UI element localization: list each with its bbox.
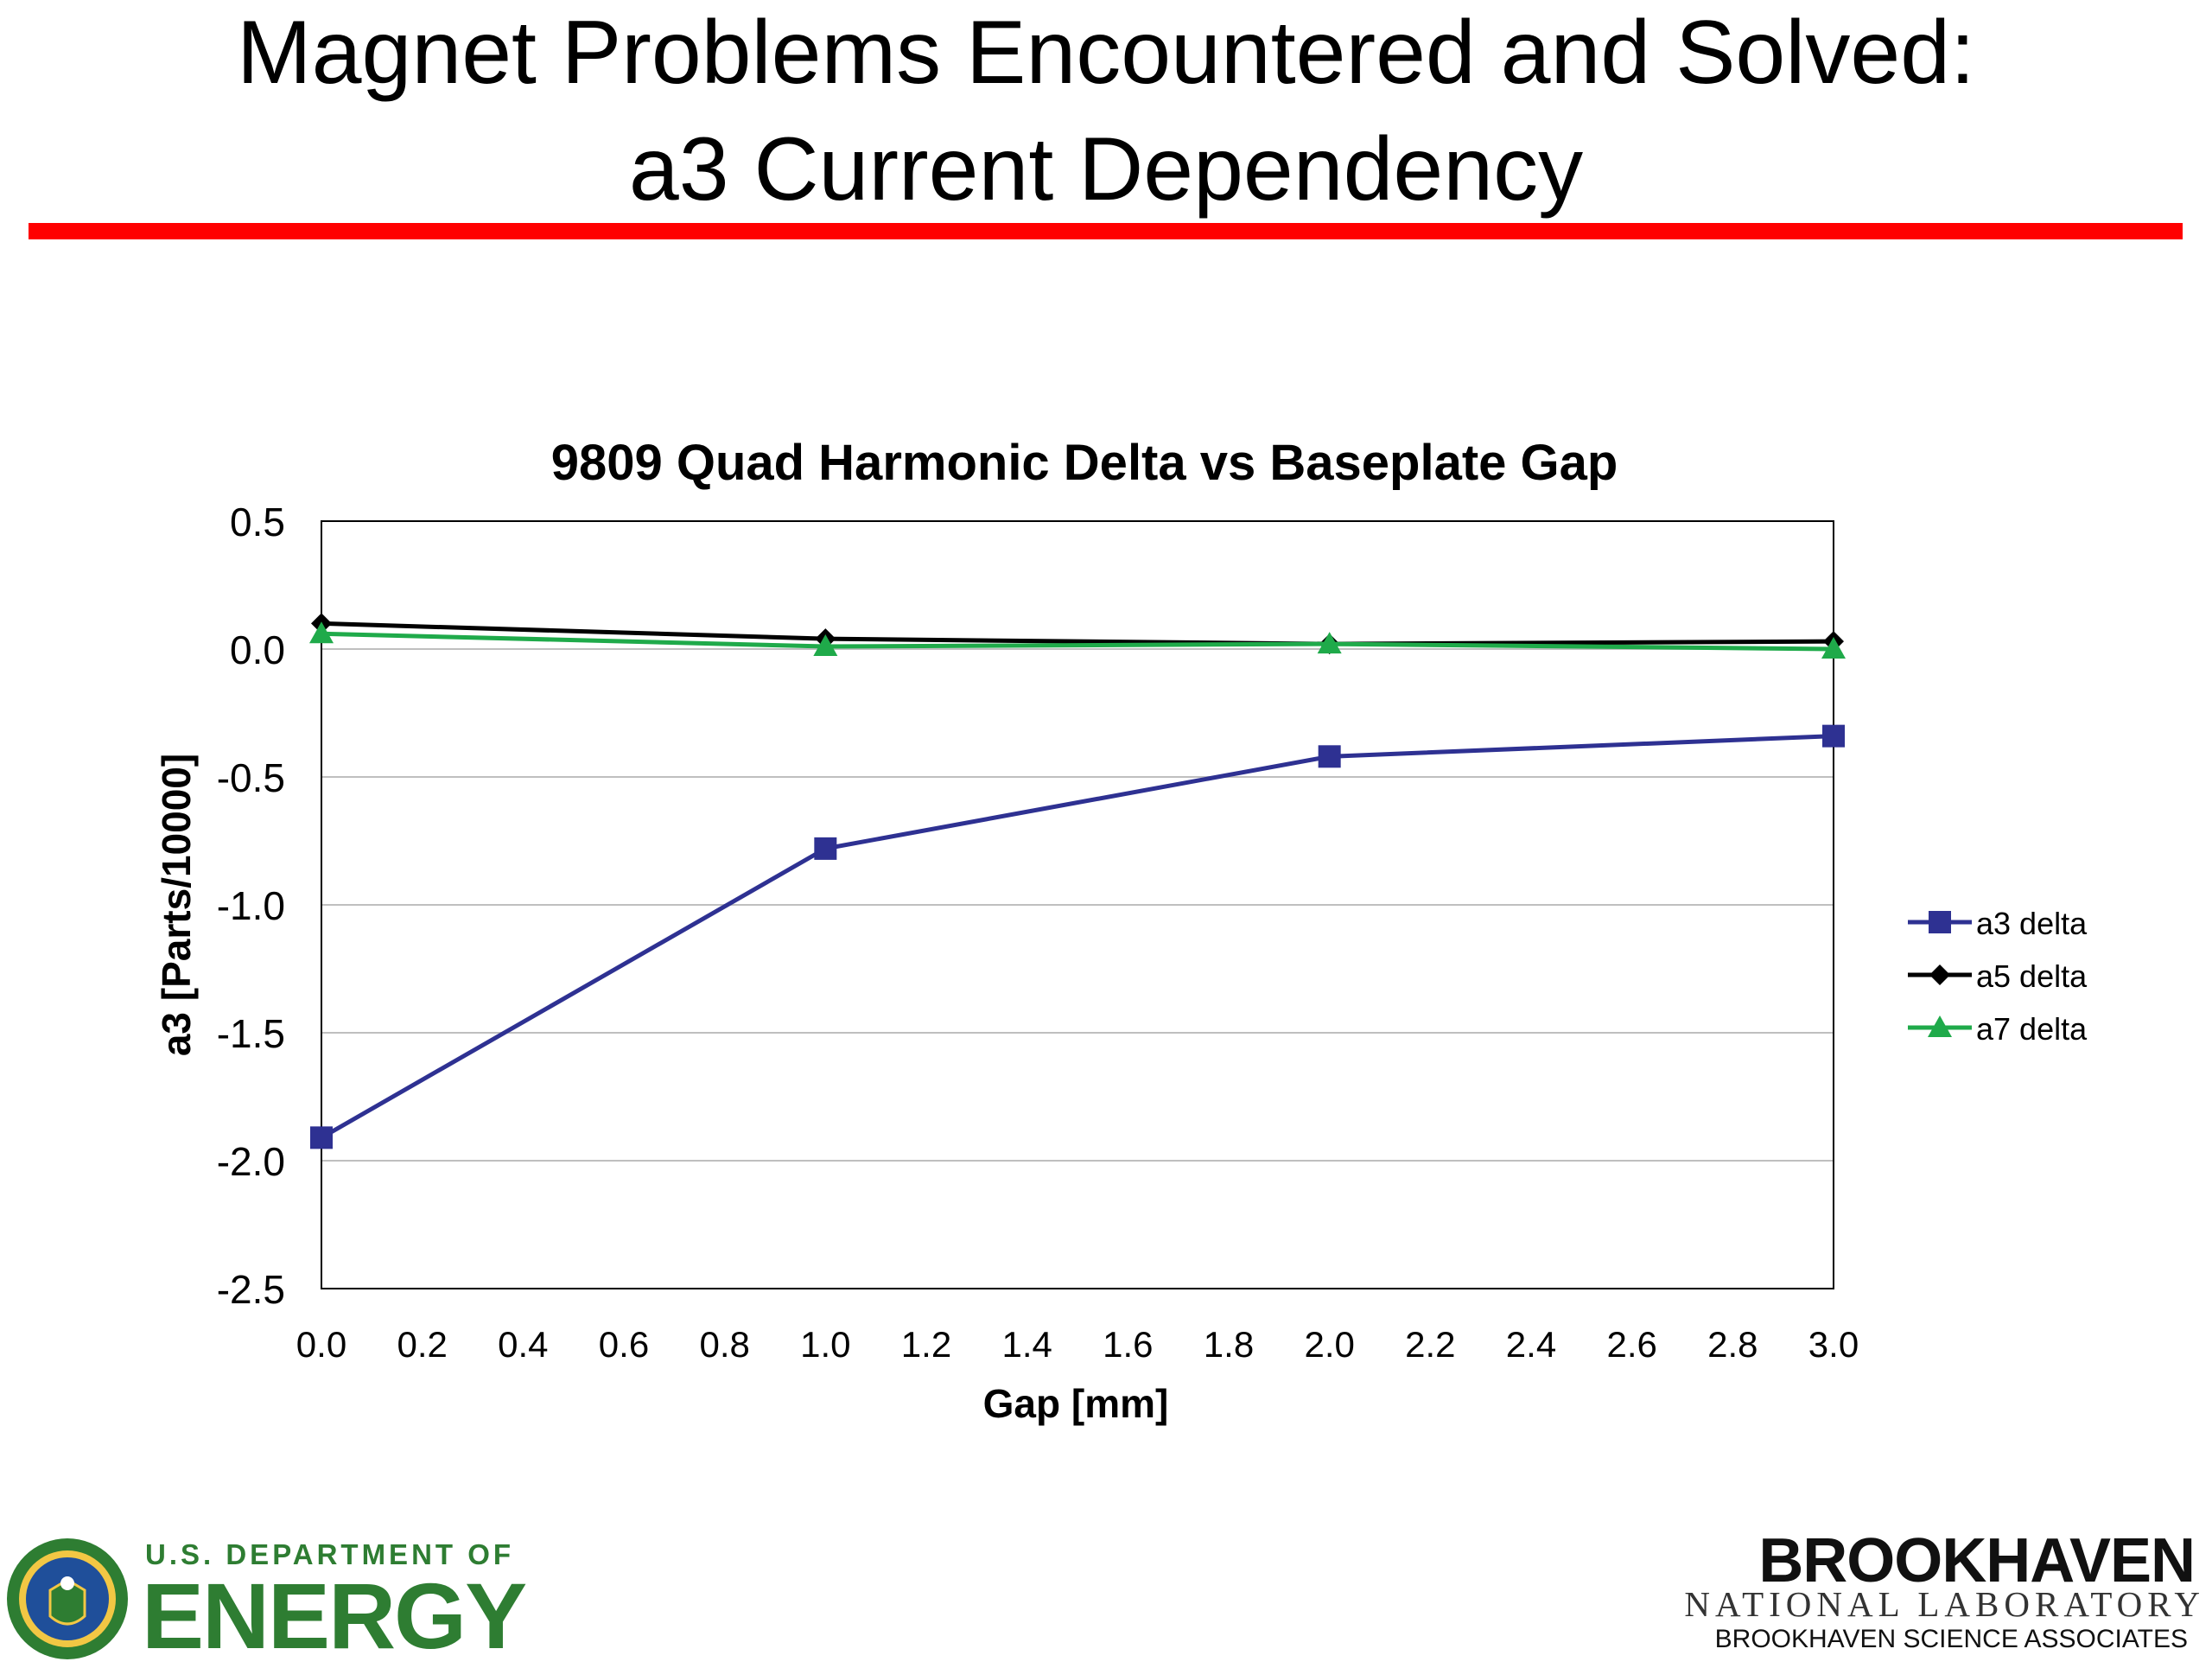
doe-heading: U.S. DEPARTMENT OF: [145, 1538, 515, 1570]
data-point-a7-delta: [1821, 637, 1846, 659]
data-point-a3-delta: [814, 837, 837, 860]
x-tick-label: 2.6: [1606, 1324, 1656, 1365]
data-point-a7-delta: [813, 634, 838, 657]
series: [309, 613, 1846, 1149]
y-tick-label: -1.0: [217, 883, 285, 928]
bnl-associates: BROOKHAVEN SCIENCE ASSOCIATES: [1714, 1625, 2188, 1653]
x-tick-label: 2.2: [1405, 1324, 1455, 1365]
data-point-a7-delta: [309, 621, 334, 644]
plot-area: [321, 520, 1834, 1289]
x-tick-label: 3.0: [1808, 1324, 1859, 1365]
x-tick-label: 1.8: [1204, 1324, 1254, 1365]
legend-marker-a5-delta: [1929, 965, 1950, 985]
y-tick-label: 0.5: [230, 500, 285, 544]
x-tick-labels: 0.0 0.2 0.4 0.6 0.8 1.0 1.2 1.4 1.6 1.8 2.0 2.2 2.4 2…: [296, 1324, 1859, 1365]
legend-label-a3-delta: a3 delta: [1976, 906, 2088, 941]
x-tick-label: 2.4: [1506, 1324, 1556, 1365]
x-tick-label: 1.0: [800, 1324, 850, 1365]
data-point-a7-delta: [1317, 632, 1342, 654]
y-tick-label: -2.0: [217, 1139, 285, 1184]
y-tick-label: -0.5: [217, 755, 285, 800]
x-tick-label: 0.2: [397, 1324, 447, 1365]
slide-title: Magnet Problems Encountered and Solved: …: [0, 0, 2212, 228]
y-tick-label: -2.5: [217, 1267, 285, 1312]
x-tick-label: 1.6: [1103, 1324, 1153, 1365]
legend: a3 delta a5 delta a7 delta: [1908, 906, 2088, 1047]
bnl-wordmark: BROOKHAVEN: [1758, 1526, 2196, 1595]
y-axis-label: a3 [Parts/10000]: [154, 754, 199, 1056]
y-tick-labels: 0.5 0.0 -0.5 -1.0 -1.5 -2.0 -2.5: [217, 500, 285, 1312]
x-axis-label: Gap [mm]: [983, 1381, 1169, 1426]
title-underline: [29, 223, 2183, 239]
legend-marker-a7-delta: [1928, 1015, 1952, 1037]
data-point-a3-delta: [310, 1126, 333, 1149]
y-tick-label: -1.5: [217, 1011, 285, 1056]
x-tick-label: 2.0: [1304, 1324, 1354, 1365]
x-tick-label: 1.4: [1001, 1324, 1052, 1365]
doe-wordmark: ENERGY: [142, 1563, 527, 1668]
gridlines: [321, 648, 1834, 1162]
chart-title: 9809 Quad Harmonic Delta vs Baseplate Ga…: [551, 435, 1618, 491]
chart: 9809 Quad Harmonic Delta vs Baseplate Ga…: [154, 435, 2088, 1426]
legend-marker-a3-delta: [1929, 911, 1951, 933]
x-tick-label: 0.8: [699, 1324, 749, 1365]
bnl-subtitle: NATIONAL LABORATORY: [1684, 1584, 2205, 1624]
x-tick-label: 0.4: [498, 1324, 548, 1365]
legend-label-a7-delta: a7 delta: [1976, 1011, 2088, 1047]
series-line-a5-delta: [321, 621, 1834, 646]
slide-title-line2: a3 Current Dependency: [628, 119, 1584, 220]
x-tick-label: 0.0: [296, 1324, 346, 1365]
x-tick-label: 1.2: [901, 1324, 951, 1365]
series-line-a3-delta: [320, 734, 1834, 1140]
data-point-a3-delta: [1822, 724, 1845, 748]
x-tick-label: 2.8: [1707, 1324, 1758, 1365]
data-point-a3-delta: [1318, 745, 1341, 768]
doe-seal: [7, 1538, 128, 1659]
x-tick-label: 0.6: [599, 1324, 649, 1365]
y-tick-label: 0.0: [230, 627, 285, 672]
series-line-a7-delta: [321, 631, 1834, 652]
slide-title-line1: Magnet Problems Encountered and Solved:: [237, 3, 1975, 103]
legend-label-a5-delta: a5 delta: [1976, 958, 2088, 994]
